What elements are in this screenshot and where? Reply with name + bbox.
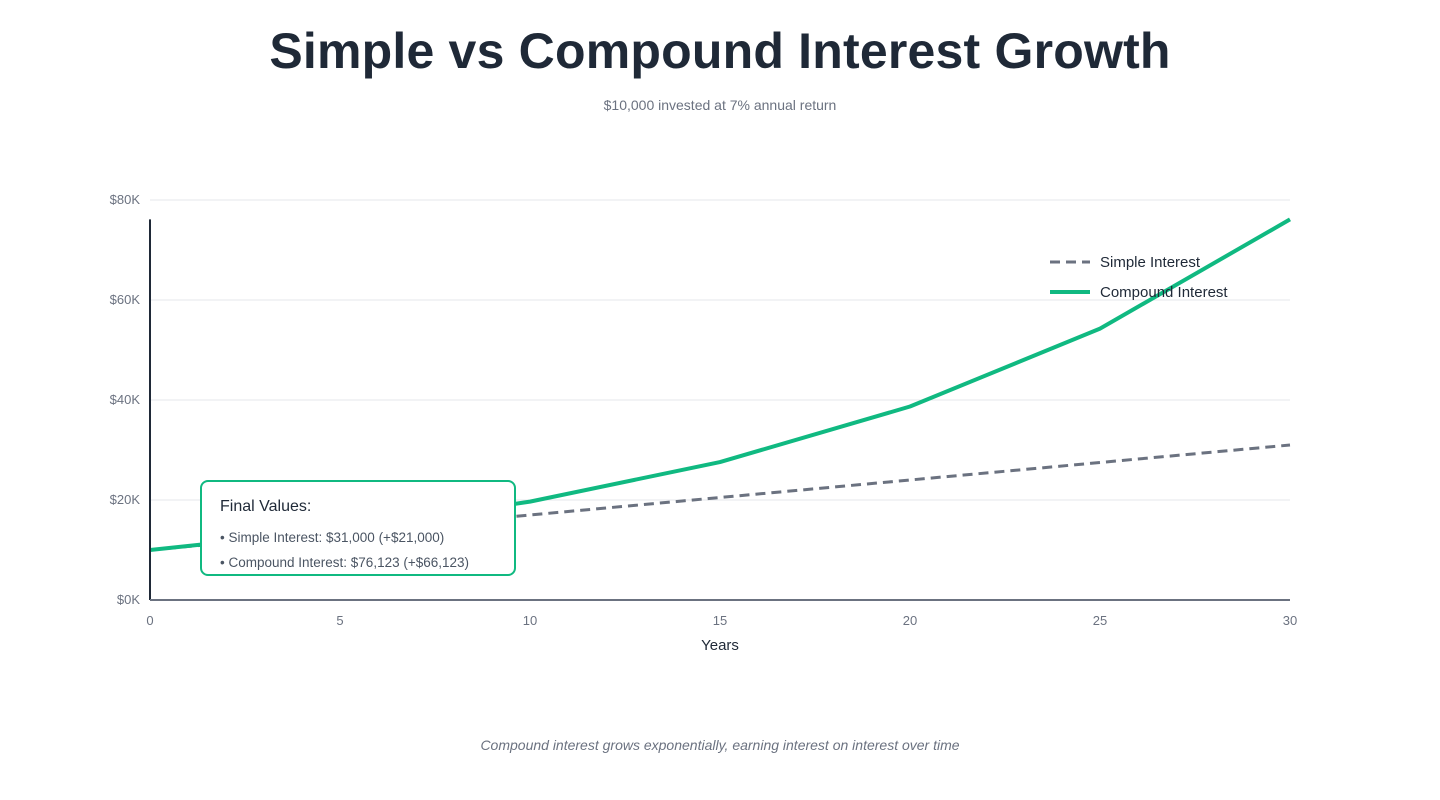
y-axis-ticks: $0K $20K $40K $60K $80K (110, 192, 141, 607)
grid-lines (150, 199, 1290, 501)
chart-subtitle: $10,000 invested at 7% annual return (603, 97, 837, 113)
y-tick-label: $80K (110, 192, 141, 207)
x-tick-label: 10 (523, 613, 537, 628)
x-tick-label: 25 (1093, 613, 1107, 628)
y-tick-label: $20K (110, 492, 141, 507)
x-tick-label: 5 (336, 613, 343, 628)
final-values-annotation: Final Values: • Simple Interest: $31,000… (200, 480, 516, 576)
annotation-line-compound: • Compound Interest: $76,123 (+$66,123) (220, 555, 470, 570)
chart-title: Simple vs Compound Interest Growth (269, 23, 1171, 79)
x-axis-label: Years (701, 637, 739, 654)
axes (149, 219, 1290, 601)
y-tick-label: $40K (110, 392, 141, 407)
simple-legend-label: Simple Interest (1100, 254, 1201, 271)
x-axis-ticks: 0 5 10 15 20 25 30 (146, 613, 1297, 628)
x-tick-label: 30 (1283, 613, 1297, 628)
legend[interactable]: Simple Interest Compound Interest (1050, 254, 1228, 301)
x-tick-label: 20 (903, 613, 917, 628)
x-tick-label: 0 (146, 613, 153, 628)
x-tick-label: 15 (713, 613, 727, 628)
compound-legend-label: Compound Interest (1100, 284, 1228, 301)
annotation-title: Final Values: (220, 498, 312, 515)
annotation-line-simple: • Simple Interest: $31,000 (+$21,000) (220, 530, 445, 545)
y-tick-label: $0K (117, 592, 140, 607)
y-tick-label: $60K (110, 292, 141, 307)
chart-footnote: Compound interest grows exponentially, e… (480, 737, 960, 753)
